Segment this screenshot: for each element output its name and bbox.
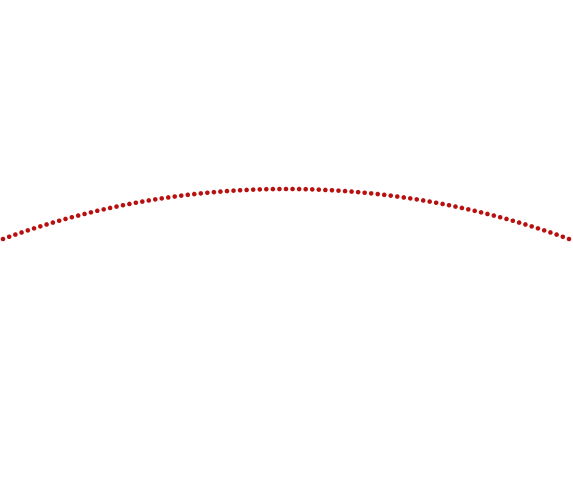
arc-dot: [523, 222, 528, 227]
arc-dot: [224, 188, 230, 194]
arc-dot: [120, 202, 126, 208]
arc-dot: [355, 189, 361, 195]
arc-dot: [82, 211, 87, 217]
arc-dot: [140, 199, 145, 204]
arc-dot: [316, 187, 322, 192]
arc-dot: [504, 216, 509, 222]
arc-dot: [56, 218, 62, 224]
arc-dot: [548, 230, 553, 235]
arc-dot: [146, 198, 152, 203]
dotted-arc: [0, 186, 572, 242]
arc-dot: [264, 186, 269, 192]
arc-dot: [38, 224, 43, 229]
arc-dot: [6, 234, 12, 240]
arc-dot: [283, 186, 289, 192]
arc-dot: [152, 197, 158, 202]
arc-dot: [433, 200, 439, 206]
arc-dot: [172, 194, 178, 199]
arc-dot: [453, 204, 458, 209]
arc-dot: [231, 188, 236, 193]
arc-dot: [342, 188, 348, 194]
arc-dot: [296, 186, 302, 192]
arc-dot: [211, 189, 217, 195]
arc-dot: [303, 186, 308, 192]
arc-dot: [560, 234, 566, 240]
arc-dot: [75, 213, 81, 218]
arc-dot: [566, 236, 572, 242]
arc-dot: [427, 199, 432, 204]
arc-dot: [420, 198, 426, 203]
arc-dot: [541, 228, 547, 233]
arc-dot: [159, 196, 165, 201]
arc-dot: [50, 220, 56, 225]
arc-dot: [349, 189, 354, 194]
arc-dot: [478, 210, 484, 215]
arc-dot: [497, 214, 503, 220]
arc-dot: [63, 216, 68, 222]
arc-dot: [0, 236, 6, 242]
arc-dot: [466, 207, 471, 212]
arc-dot: [446, 202, 452, 208]
arc-dot: [250, 187, 256, 192]
arc-dot: [323, 187, 328, 193]
arc-dot: [277, 186, 282, 192]
arc-dot: [205, 190, 210, 196]
arc-dot: [95, 208, 100, 214]
arc-dot: [270, 186, 276, 192]
arc-dot: [178, 193, 184, 198]
arc-dot: [185, 192, 191, 198]
arc-dot: [127, 201, 132, 207]
arc-dot: [31, 226, 37, 231]
arc-dot: [191, 191, 197, 197]
arc-dot: [88, 210, 94, 215]
arc-dot: [107, 205, 113, 211]
arc-dot: [244, 187, 249, 193]
arc-dot: [401, 195, 407, 200]
arc-dot: [510, 218, 516, 224]
arc-dot: [309, 187, 315, 192]
arc-dot: [554, 232, 559, 237]
arc-dot: [218, 189, 223, 194]
arc-dot: [535, 226, 541, 231]
arc-dot: [336, 188, 341, 193]
arc-dot: [414, 197, 420, 202]
arc-dot: [491, 213, 497, 218]
arc-dot: [257, 187, 263, 192]
arc-dot: [375, 191, 381, 197]
arc-dot: [394, 194, 400, 199]
arc-dot: [485, 211, 490, 217]
arc-dot: [19, 230, 24, 235]
arc-dot: [440, 201, 445, 207]
arc-dot: [472, 208, 478, 214]
arc-dot: [101, 207, 106, 212]
arc-dot: [381, 192, 387, 198]
arc-dot: [25, 228, 31, 233]
arc-dot: [69, 214, 75, 220]
arc-dot: [459, 205, 465, 211]
arc-dot: [388, 193, 394, 198]
arc-dot: [198, 191, 204, 196]
arc-dot: [114, 204, 119, 209]
arc-dot: [362, 190, 367, 196]
arc-dot: [13, 232, 18, 237]
arc-dot: [368, 191, 374, 196]
arc-dot: [133, 200, 139, 206]
arc-dot: [165, 195, 171, 200]
arc-dot: [329, 187, 335, 193]
arc-dot: [237, 187, 243, 193]
arc-dot: [44, 222, 49, 227]
arc-dot: [516, 220, 522, 225]
arc-dot: [407, 196, 413, 201]
arc-dot: [290, 186, 295, 192]
arc-dot: [529, 224, 534, 229]
